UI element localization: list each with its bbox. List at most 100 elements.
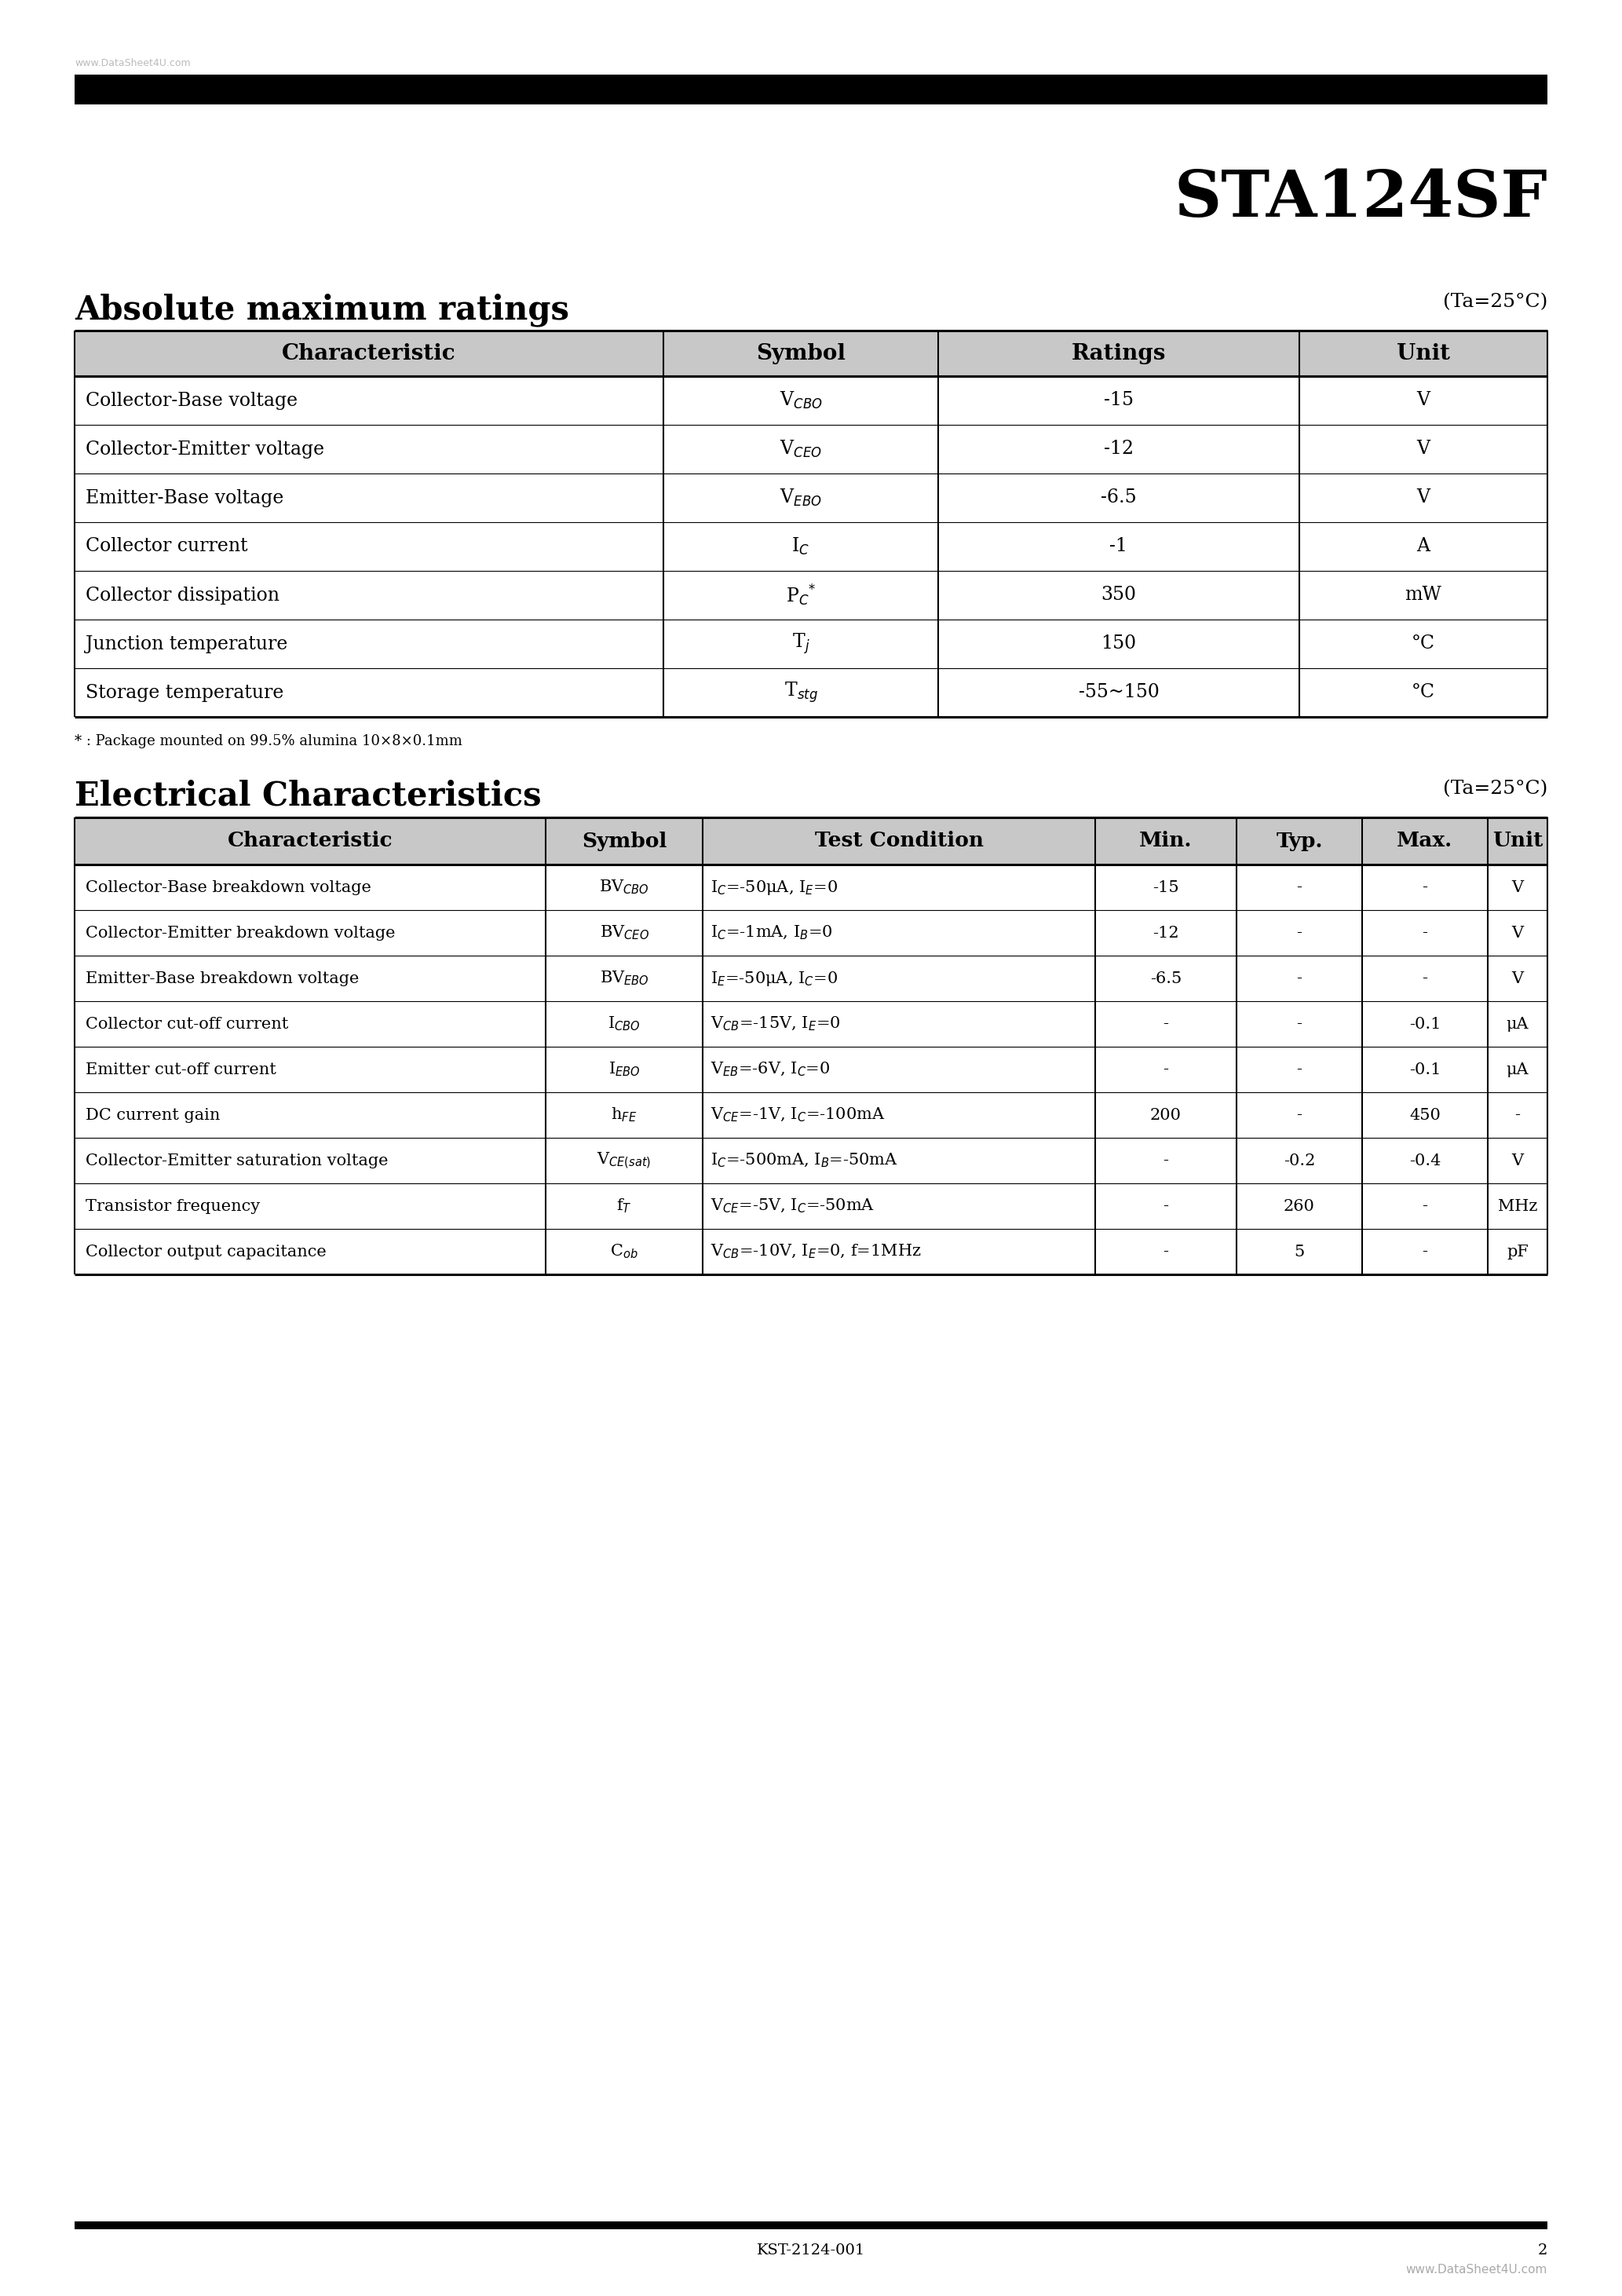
Text: Collector-Emitter breakdown voltage: Collector-Emitter breakdown voltage: [86, 925, 396, 941]
Text: Collector output capacitance: Collector output capacitance: [86, 1244, 326, 1258]
Text: -1: -1: [1109, 537, 1127, 556]
Text: Storage temperature: Storage temperature: [86, 684, 284, 703]
Text: I$_{EBO}$: I$_{EBO}$: [608, 1061, 641, 1079]
Text: 5: 5: [1294, 1244, 1304, 1258]
Text: BV$_{CEO}$: BV$_{CEO}$: [600, 923, 649, 941]
Text: www.DataSheet4U.com: www.DataSheet4U.com: [1406, 2264, 1547, 2275]
Text: -15: -15: [1105, 390, 1134, 409]
Text: I$_{C}$=-1mA, I$_{B}$=0: I$_{C}$=-1mA, I$_{B}$=0: [710, 923, 832, 941]
Text: BV$_{EBO}$: BV$_{EBO}$: [600, 969, 649, 987]
Text: -0.1: -0.1: [1410, 1063, 1440, 1077]
Text: A: A: [1416, 537, 1431, 556]
Text: f$_{T}$: f$_{T}$: [616, 1196, 633, 1215]
Text: -6.5: -6.5: [1101, 489, 1137, 507]
Text: -: -: [1422, 1199, 1427, 1215]
Text: KST-2124-001: KST-2124-001: [757, 2243, 865, 2257]
Text: C$_{ob}$: C$_{ob}$: [610, 1242, 637, 1261]
Text: (Ta=25°C): (Ta=25°C): [1442, 781, 1547, 797]
Text: -: -: [1515, 1107, 1520, 1123]
Text: V$_{EBO}$: V$_{EBO}$: [780, 487, 822, 507]
Text: Collector-Base voltage: Collector-Base voltage: [86, 390, 298, 409]
Text: V$_{CB}$=-10V, I$_{E}$=0, f=1MHz: V$_{CB}$=-10V, I$_{E}$=0, f=1MHz: [710, 1242, 921, 1261]
Bar: [75, 2223, 1547, 2229]
Text: www.DataSheet4U.com: www.DataSheet4U.com: [75, 57, 190, 69]
Text: 260: 260: [1283, 1199, 1315, 1215]
Text: P$_{C}$$^{*}$: P$_{C}$$^{*}$: [785, 583, 816, 608]
Text: -: -: [1163, 1199, 1168, 1215]
Text: V: V: [1512, 971, 1523, 985]
Text: Emitter-Base voltage: Emitter-Base voltage: [86, 489, 284, 507]
Text: V: V: [1416, 390, 1431, 409]
Text: V: V: [1416, 441, 1431, 459]
Text: Unit: Unit: [1397, 342, 1450, 365]
Text: V$_{CBO}$: V$_{CBO}$: [779, 390, 822, 411]
Text: Junction temperature: Junction temperature: [86, 636, 287, 652]
Text: 200: 200: [1150, 1107, 1181, 1123]
Text: Test Condition: Test Condition: [814, 831, 983, 852]
Text: I$_{CBO}$: I$_{CBO}$: [608, 1015, 641, 1033]
Text: Symbol: Symbol: [756, 342, 845, 365]
Text: -: -: [1296, 1017, 1302, 1031]
Text: V$_{CE}$=-1V, I$_{C}$=-100mA: V$_{CE}$=-1V, I$_{C}$=-100mA: [710, 1107, 886, 1123]
Text: Collector-Emitter voltage: Collector-Emitter voltage: [86, 441, 324, 459]
Text: 2: 2: [1538, 2243, 1547, 2257]
Text: -: -: [1422, 971, 1427, 985]
Bar: [75, 817, 1547, 866]
Text: V$_{CEO}$: V$_{CEO}$: [780, 439, 822, 459]
Text: BV$_{CBO}$: BV$_{CBO}$: [599, 879, 649, 895]
Text: mW: mW: [1405, 585, 1442, 604]
Text: h$_{FE}$: h$_{FE}$: [611, 1107, 637, 1125]
Text: V: V: [1512, 925, 1523, 941]
Text: V$_{CE}$=-5V, I$_{C}$=-50mA: V$_{CE}$=-5V, I$_{C}$=-50mA: [710, 1199, 874, 1215]
Text: Collector-Emitter saturation voltage: Collector-Emitter saturation voltage: [86, 1153, 388, 1169]
Text: Max.: Max.: [1397, 831, 1453, 852]
Text: Collector current: Collector current: [86, 537, 248, 556]
Text: -: -: [1296, 1107, 1302, 1123]
Text: T$_{stg}$: T$_{stg}$: [783, 680, 817, 705]
Text: I$_{C}$=-50μA, I$_{E}$=0: I$_{C}$=-50μA, I$_{E}$=0: [710, 879, 837, 895]
Text: -: -: [1296, 1063, 1302, 1077]
Text: * : Package mounted on 99.5% alumina 10×8×0.1mm: * : Package mounted on 99.5% alumina 10×…: [75, 735, 462, 748]
Text: I$_{C}$: I$_{C}$: [792, 537, 809, 558]
Text: Characteristic: Characteristic: [227, 831, 393, 852]
Text: DC current gain: DC current gain: [86, 1107, 221, 1123]
Text: -12: -12: [1105, 441, 1134, 459]
Text: 450: 450: [1410, 1107, 1440, 1123]
Text: V$_{EB}$=-6V, I$_{C}$=0: V$_{EB}$=-6V, I$_{C}$=0: [710, 1061, 830, 1079]
Bar: [75, 73, 1547, 103]
Bar: [75, 331, 1547, 377]
Text: -: -: [1422, 879, 1427, 895]
Text: Unit: Unit: [1492, 831, 1543, 852]
Text: V: V: [1416, 489, 1431, 507]
Text: -: -: [1296, 971, 1302, 985]
Text: -55~150: -55~150: [1079, 684, 1160, 703]
Text: -: -: [1163, 1017, 1168, 1031]
Text: STA124SF: STA124SF: [1174, 168, 1547, 230]
Text: Electrical Characteristics: Electrical Characteristics: [75, 781, 542, 813]
Text: I$_{C}$=-500mA, I$_{B}$=-50mA: I$_{C}$=-500mA, I$_{B}$=-50mA: [710, 1153, 899, 1169]
Text: Symbol: Symbol: [582, 831, 667, 852]
Text: T$_{j}$: T$_{j}$: [792, 631, 809, 657]
Text: °C: °C: [1411, 684, 1435, 703]
Text: Absolute maximum ratings: Absolute maximum ratings: [75, 294, 569, 326]
Text: V: V: [1512, 879, 1523, 895]
Text: Min.: Min.: [1139, 831, 1192, 852]
Text: μA: μA: [1507, 1063, 1530, 1077]
Text: -0.4: -0.4: [1410, 1153, 1440, 1169]
Text: Characteristic: Characteristic: [282, 342, 456, 365]
Text: -: -: [1422, 925, 1427, 941]
Text: Emitter cut-off current: Emitter cut-off current: [86, 1063, 276, 1077]
Text: Collector dissipation: Collector dissipation: [86, 585, 279, 604]
Text: -: -: [1296, 879, 1302, 895]
Text: V$_{CE(sat)}$: V$_{CE(sat)}$: [597, 1150, 652, 1171]
Text: -: -: [1163, 1244, 1168, 1258]
Text: 350: 350: [1101, 585, 1137, 604]
Text: I$_{E}$=-50μA, I$_{C}$=0: I$_{E}$=-50μA, I$_{C}$=0: [710, 969, 837, 987]
Text: -6.5: -6.5: [1150, 971, 1182, 985]
Text: Emitter-Base breakdown voltage: Emitter-Base breakdown voltage: [86, 971, 358, 985]
Text: -0.1: -0.1: [1410, 1017, 1440, 1031]
Text: pF: pF: [1507, 1244, 1528, 1258]
Text: -15: -15: [1153, 879, 1179, 895]
Text: -: -: [1296, 925, 1302, 941]
Text: Typ.: Typ.: [1277, 831, 1322, 852]
